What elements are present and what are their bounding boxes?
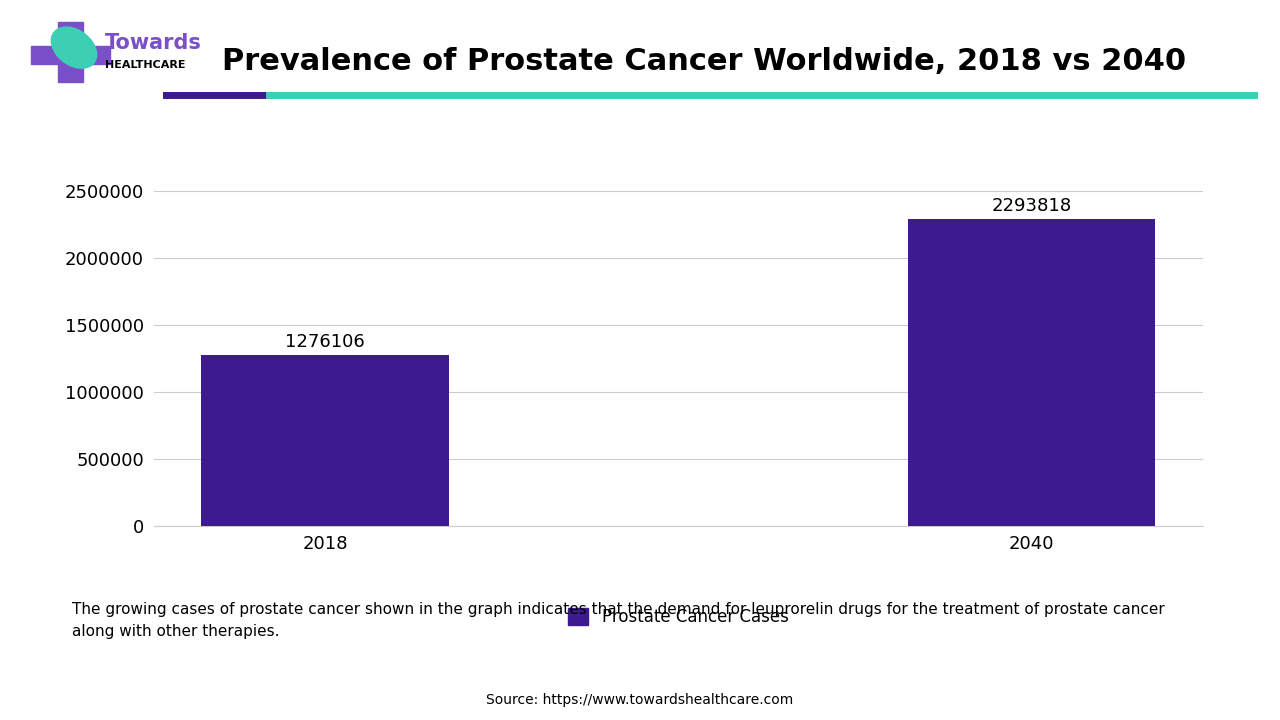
Text: Prevalence of Prostate Cancer Worldwide, 2018 vs 2040: Prevalence of Prostate Cancer Worldwide,… (221, 47, 1187, 76)
Text: Source: https://www.towardshealthcare.com: Source: https://www.towardshealthcare.co… (486, 693, 794, 707)
Text: The growing cases of prostate cancer shown in the graph indicates that the deman: The growing cases of prostate cancer sho… (73, 602, 1165, 639)
Bar (32, 46, 110, 63)
Text: HEALTHCARE: HEALTHCARE (105, 60, 186, 70)
Bar (201, 355, 449, 526)
Text: Towards: Towards (105, 33, 202, 53)
Text: 2293818: 2293818 (992, 197, 1071, 215)
Text: 1276106: 1276106 (285, 333, 365, 351)
Bar (58, 22, 83, 82)
Legend: Prostate Cancer Cases: Prostate Cancer Cases (562, 601, 795, 633)
Ellipse shape (51, 27, 96, 68)
Bar (908, 219, 1156, 526)
